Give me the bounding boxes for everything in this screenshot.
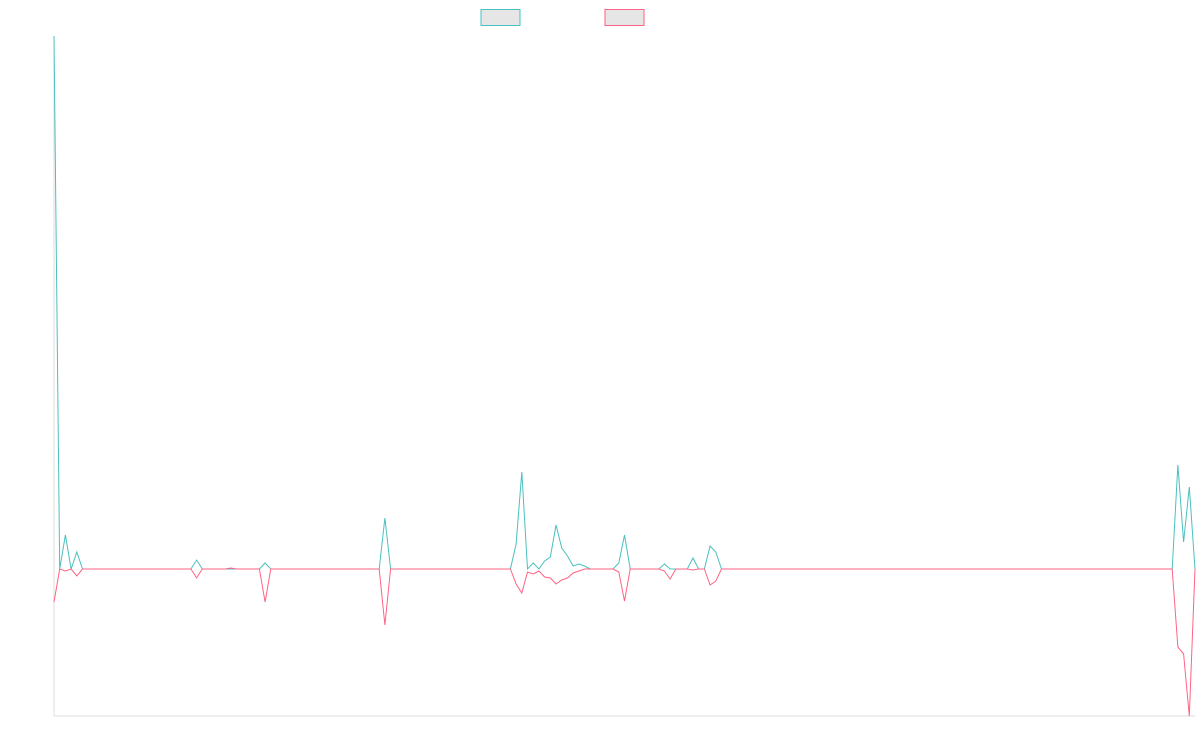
series-line: [53, 35, 1196, 571]
legend-swatch[interactable]: [480, 9, 521, 26]
legend-swatch[interactable]: [604, 9, 645, 26]
series-line: [53, 567, 1196, 717]
